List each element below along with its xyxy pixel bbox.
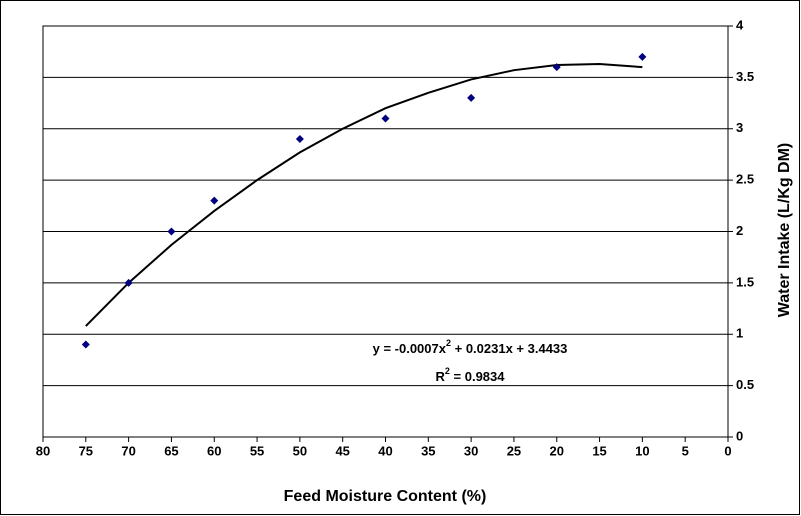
data-point: [467, 93, 476, 102]
y-tick-label: 4: [736, 17, 744, 32]
x-tick-label: 65: [164, 443, 178, 458]
data-point: [552, 63, 561, 72]
x-tick-label: 0: [724, 443, 731, 458]
x-tick-label: 50: [293, 443, 307, 458]
y-tick-label: 1: [736, 326, 743, 341]
x-tick-label: 10: [635, 443, 649, 458]
x-tick-label: 55: [250, 443, 264, 458]
x-tick-label: 25: [507, 443, 521, 458]
data-point: [381, 114, 390, 123]
trendline: [85, 63, 643, 327]
x-tick-label: 40: [378, 443, 392, 458]
equation: y = -0.0007x2 + 0.0231x + 3.4433: [373, 338, 568, 356]
y-tick-label: 3: [736, 120, 743, 135]
x-axis-title: Feed Moisture Content (%): [284, 488, 487, 505]
data-point: [295, 135, 304, 144]
y-tick-label: 3.5: [736, 69, 754, 84]
x-tick-label: 30: [464, 443, 478, 458]
x-tick-label: 15: [592, 443, 606, 458]
data-point: [124, 278, 133, 287]
x-tick-label: 20: [550, 443, 564, 458]
x-tick-label: 5: [682, 443, 689, 458]
y-tick-label: 1.5: [736, 274, 754, 289]
y-axis-title: Water Intake (L/Kg DM): [776, 143, 793, 318]
x-tick-label: 60: [207, 443, 221, 458]
x-tick-label: 45: [335, 443, 349, 458]
data-point: [638, 52, 647, 61]
data-point: [81, 340, 90, 349]
data-point: [210, 196, 219, 205]
y-tick-label: 0: [736, 428, 743, 443]
y-tick-label: 2: [736, 223, 743, 238]
y-tick-label: 2.5: [736, 172, 754, 187]
x-tick-label: 75: [79, 443, 93, 458]
r-squared: R2 = 0.9834: [436, 366, 506, 384]
y-tick-label: 0.5: [736, 377, 754, 392]
x-tick-label: 80: [36, 443, 50, 458]
data-point: [167, 227, 176, 236]
x-tick-label: 70: [121, 443, 135, 458]
x-tick-label: 35: [421, 443, 435, 458]
